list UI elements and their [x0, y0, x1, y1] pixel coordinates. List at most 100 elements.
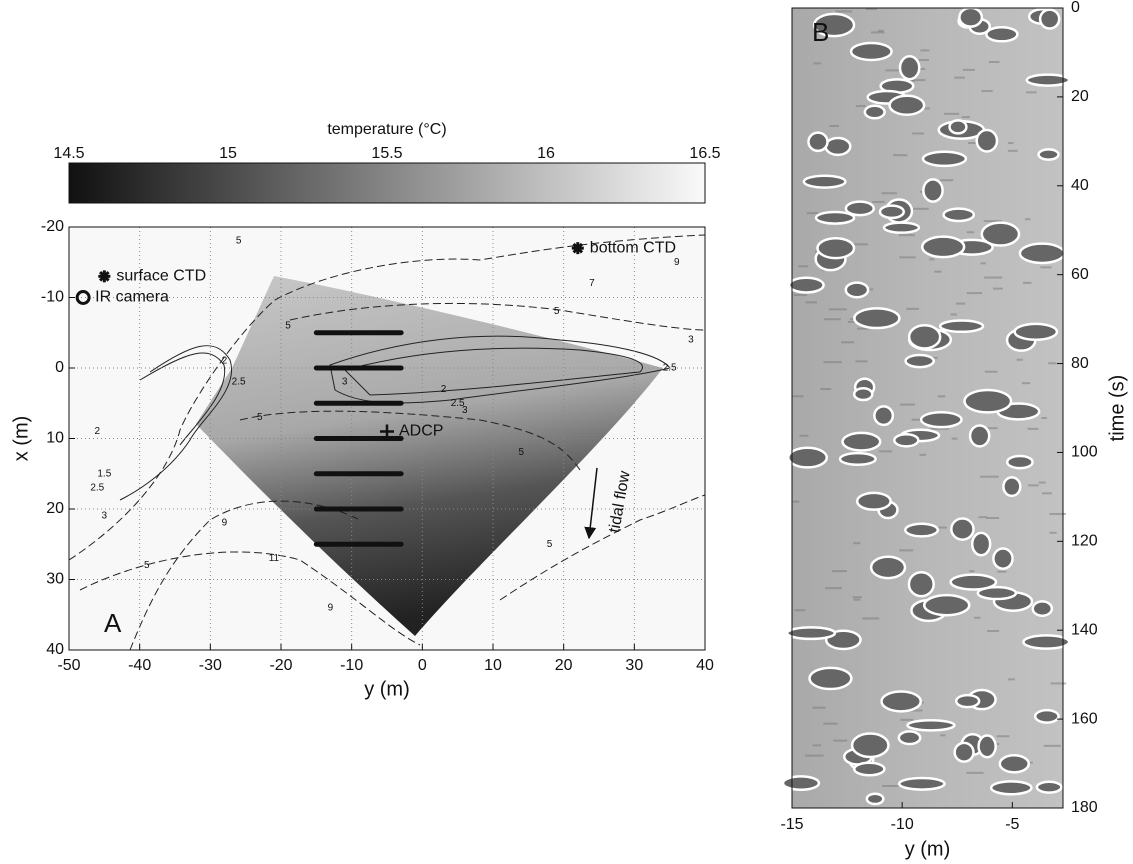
streak	[1022, 281, 1032, 284]
streak	[871, 31, 885, 34]
blob	[942, 207, 976, 223]
streak	[988, 61, 1000, 64]
star-marker	[571, 242, 584, 255]
streak	[855, 105, 866, 108]
x-tick-label: -20	[269, 657, 292, 674]
x-tick-label: -10	[891, 816, 914, 833]
streak	[825, 587, 842, 590]
streak	[1027, 427, 1039, 430]
plus-marker	[380, 424, 394, 439]
blob	[954, 693, 981, 709]
blob	[814, 210, 856, 225]
streak	[799, 434, 809, 437]
blob	[787, 276, 825, 294]
axes-frame	[68, 226, 706, 651]
marker-label: bottom CTD	[590, 239, 676, 256]
streak	[919, 453, 927, 456]
y-axis-label: x (m)	[10, 416, 32, 462]
blob	[873, 405, 895, 427]
streak	[794, 609, 806, 612]
blob	[922, 178, 944, 203]
blob	[1013, 322, 1059, 342]
blob	[853, 307, 901, 330]
streak	[862, 617, 880, 620]
star-ray	[572, 242, 584, 254]
y-tick-label: 80	[1071, 355, 1089, 372]
streak	[961, 116, 970, 119]
streak	[986, 517, 1000, 520]
blob	[921, 150, 968, 168]
streak	[852, 596, 862, 599]
blob	[812, 12, 856, 38]
contour-label: 3	[688, 334, 694, 345]
blob	[907, 571, 935, 598]
streak	[857, 327, 870, 330]
streak	[1043, 744, 1061, 747]
blob	[938, 319, 985, 334]
streak	[940, 734, 946, 737]
streak	[950, 313, 957, 316]
contour-label: 2.5	[90, 482, 104, 493]
blob	[922, 593, 971, 617]
marker-label: ADCP	[399, 423, 443, 440]
streak	[812, 706, 826, 709]
streak	[879, 450, 893, 453]
contour-label: 2	[441, 384, 447, 395]
x-tick-label: 0	[418, 657, 427, 674]
streak	[899, 256, 916, 259]
y-tick-label: 10	[46, 430, 64, 447]
y-tick-label: 100	[1071, 444, 1098, 461]
streak	[1049, 531, 1057, 534]
y-tick-label: 0	[1071, 0, 1080, 16]
panel-label: A	[104, 608, 122, 638]
blob	[824, 136, 852, 157]
streak	[987, 630, 1000, 633]
blob	[841, 431, 882, 452]
streak	[936, 526, 947, 529]
blob	[1025, 73, 1071, 87]
streak	[966, 771, 984, 774]
blob	[1038, 8, 1061, 30]
contour-label: 9	[328, 602, 334, 613]
blob	[882, 221, 921, 234]
contour-label: 5	[257, 412, 263, 423]
blob	[878, 204, 906, 220]
streak	[978, 516, 988, 519]
blob	[844, 200, 876, 217]
streak	[823, 722, 838, 725]
x-tick-label: -15	[780, 816, 803, 833]
colorbar-label: temperature (°C)	[327, 121, 446, 138]
colorbar-tick-label: 16.5	[689, 145, 720, 162]
streak	[974, 616, 981, 619]
y-tick-label: 120	[1071, 533, 1098, 550]
streak	[853, 542, 861, 545]
streak	[955, 302, 966, 305]
streak	[835, 10, 853, 13]
blob	[893, 433, 920, 448]
streak	[954, 76, 965, 79]
blob	[963, 388, 1013, 414]
streak	[929, 258, 935, 261]
marker-label: IR camera	[95, 289, 169, 306]
streak	[969, 570, 975, 573]
streak	[944, 112, 960, 115]
blob	[1002, 476, 1022, 498]
streak	[841, 341, 854, 344]
contour-label: 7	[589, 278, 595, 289]
streak	[937, 395, 946, 398]
streak	[1048, 362, 1057, 365]
x-tick-label: -40	[128, 657, 151, 674]
blob	[968, 424, 991, 448]
blob	[1005, 454, 1034, 470]
blob	[880, 690, 922, 713]
streak	[918, 58, 929, 61]
streak	[966, 292, 983, 295]
y-tick-label: 160	[1071, 710, 1098, 727]
x-tick-label: 30	[625, 657, 643, 674]
streak	[997, 570, 1007, 573]
blob	[920, 235, 966, 259]
circle-marker	[75, 290, 91, 305]
streak	[813, 62, 822, 65]
blob	[852, 386, 874, 402]
x-tick-label: -10	[340, 657, 363, 674]
